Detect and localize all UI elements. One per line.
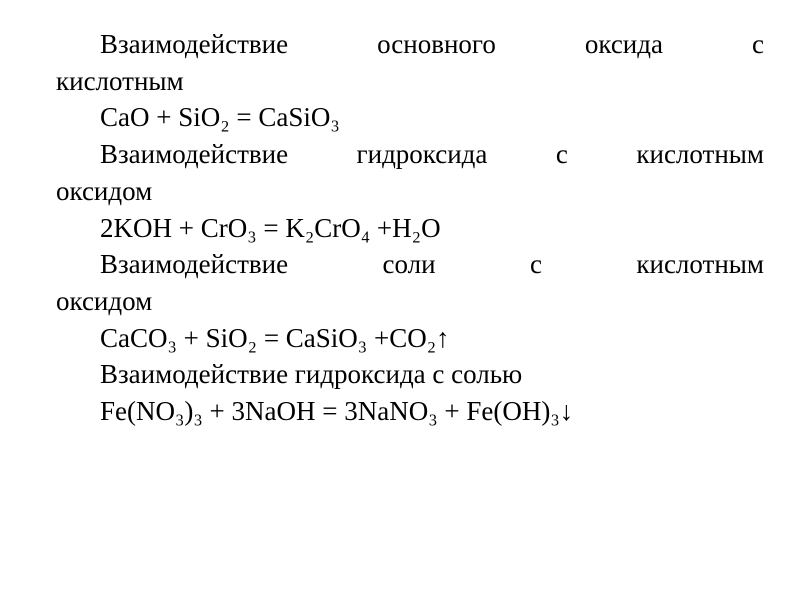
section-3-title: Взаимодействие соли с кислотным bbox=[56, 246, 764, 283]
section-2-title: Взаимодействие гидроксида с кислотным bbox=[56, 136, 764, 173]
equation-4: Fe(NO₃)₃ + 3NaOH = 3NaNO₃ + Fe(OH)₃↓ bbox=[56, 393, 764, 430]
text: с bbox=[556, 139, 568, 169]
chemical-equation: 2KOH + CrO₃ = K₂CrO₄ +H₂O bbox=[100, 213, 441, 243]
section-1-title-cont: кислотным bbox=[56, 63, 764, 100]
equation-1: CaO + SiO₂ = CaSiO₃ bbox=[56, 99, 764, 136]
section-4-title: Взаимодействие гидроксида с солью bbox=[56, 356, 764, 393]
text: Взаимодействие bbox=[100, 249, 288, 279]
section-1-title: Взаимодействие основного оксида с bbox=[56, 26, 764, 63]
text: кислотным bbox=[56, 66, 184, 96]
text: кислотным bbox=[636, 249, 764, 279]
chemical-equation: Fe(NO₃)₃ + 3NaOH = 3NaNO₃ + Fe(OH)₃↓ bbox=[100, 396, 573, 426]
text: с bbox=[752, 29, 764, 59]
text: оксида bbox=[585, 29, 663, 59]
chemical-equation: CaO + SiO₂ = CaSiO₃ bbox=[100, 102, 340, 132]
text: оксидом bbox=[56, 286, 152, 316]
text: соли bbox=[382, 249, 435, 279]
text: Взаимодействие bbox=[100, 139, 288, 169]
text: кислотным bbox=[636, 139, 764, 169]
equation-2: 2KOH + CrO₃ = K₂CrO₄ +H₂O bbox=[56, 210, 764, 247]
section-2-title-cont: оксидом bbox=[56, 173, 764, 210]
text: основного bbox=[377, 29, 496, 59]
text: с bbox=[530, 249, 542, 279]
section-3-title-cont: оксидом bbox=[56, 283, 764, 320]
chemical-equation: CaCO₃ + SiO₂ = CaSiO₃ +CO₂↑ bbox=[100, 323, 450, 353]
text: Взаимодействие гидроксида с солью bbox=[100, 359, 522, 389]
document-page: Взаимодействие основного оксида с кислот… bbox=[0, 0, 800, 450]
text: гидроксида bbox=[357, 139, 488, 169]
equation-3: CaCO₃ + SiO₂ = CaSiO₃ +CO₂↑ bbox=[56, 320, 764, 357]
text: оксидом bbox=[56, 176, 152, 206]
text: Взаимодействие bbox=[100, 29, 288, 59]
